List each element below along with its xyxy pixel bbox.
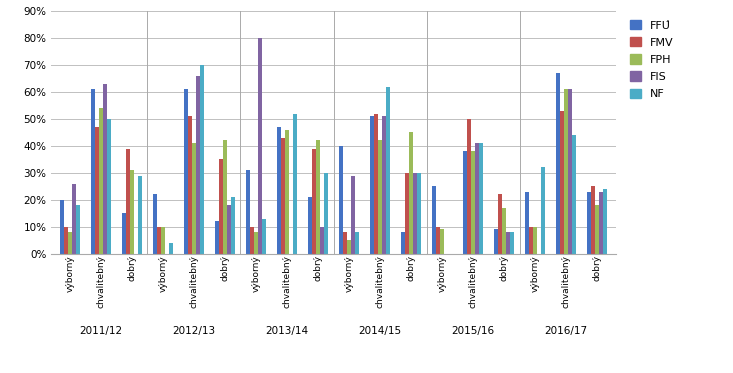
Bar	[250, 227, 254, 254]
Bar	[246, 170, 250, 254]
Bar	[219, 159, 223, 254]
Bar	[64, 227, 68, 254]
Bar	[494, 229, 498, 254]
Bar	[161, 227, 165, 254]
Text: 2014/15: 2014/15	[358, 326, 402, 336]
Bar	[157, 227, 161, 254]
Bar	[262, 219, 266, 254]
Bar	[541, 167, 545, 254]
Bar	[595, 205, 599, 254]
Bar	[572, 135, 576, 254]
Bar	[227, 205, 231, 254]
Text: 2016/17: 2016/17	[545, 326, 588, 336]
Bar	[471, 151, 475, 254]
Bar	[355, 232, 359, 254]
Bar	[510, 232, 514, 254]
Bar	[312, 148, 316, 254]
Bar	[498, 194, 502, 254]
Text: 2012/13: 2012/13	[172, 326, 216, 336]
Bar	[153, 194, 157, 254]
Bar	[436, 227, 440, 254]
Bar	[68, 232, 72, 254]
Bar	[339, 146, 343, 254]
Bar	[138, 176, 142, 254]
Bar	[587, 192, 591, 254]
Bar	[591, 186, 595, 254]
Bar	[479, 143, 483, 254]
Bar	[103, 84, 107, 254]
Bar	[347, 240, 351, 254]
Bar	[370, 116, 374, 254]
Bar	[130, 170, 134, 254]
Bar	[463, 151, 467, 254]
Bar	[529, 227, 533, 254]
Bar	[568, 89, 572, 254]
Bar	[324, 173, 328, 254]
Bar	[320, 227, 324, 254]
Bar	[401, 232, 405, 254]
Bar	[560, 111, 564, 254]
Bar	[254, 232, 258, 254]
Bar	[603, 189, 607, 254]
Bar	[192, 143, 196, 254]
Bar	[126, 148, 130, 254]
Bar	[386, 87, 390, 254]
Bar	[378, 141, 382, 254]
Bar	[76, 205, 80, 254]
Bar	[285, 130, 289, 254]
Bar	[308, 197, 312, 254]
Legend: FFÚ, FMV, FPH, FIS, NF: FFÚ, FMV, FPH, FIS, NF	[627, 17, 677, 102]
Bar	[277, 127, 281, 254]
Bar	[231, 197, 235, 254]
Bar	[258, 38, 262, 254]
Bar	[351, 176, 355, 254]
Bar	[405, 173, 409, 254]
Bar	[343, 232, 347, 254]
Bar	[413, 173, 417, 254]
Bar	[293, 113, 297, 254]
Bar	[200, 65, 204, 254]
Bar	[223, 141, 227, 254]
Bar	[556, 73, 560, 254]
Bar	[72, 184, 76, 254]
Bar	[196, 76, 200, 254]
Bar	[107, 119, 111, 254]
Bar	[564, 89, 568, 254]
Bar	[475, 143, 479, 254]
Bar	[417, 173, 421, 254]
Bar	[184, 89, 188, 254]
Bar	[188, 116, 192, 254]
Bar	[316, 141, 320, 254]
Bar	[533, 227, 537, 254]
Bar	[215, 221, 219, 254]
Bar	[525, 192, 529, 254]
Bar	[99, 108, 103, 254]
Bar	[122, 213, 126, 254]
Bar	[382, 116, 386, 254]
Text: 2015/16: 2015/16	[452, 326, 495, 336]
Bar	[599, 192, 603, 254]
Bar	[281, 138, 285, 254]
Bar	[440, 229, 444, 254]
Text: 2013/14: 2013/14	[265, 326, 309, 336]
Bar	[502, 208, 506, 254]
Bar	[91, 89, 95, 254]
Text: 2011/12: 2011/12	[79, 326, 122, 336]
Bar	[432, 186, 436, 254]
Bar	[409, 132, 413, 254]
Bar	[169, 243, 173, 254]
Bar	[467, 119, 471, 254]
Bar	[95, 127, 99, 254]
Bar	[506, 232, 510, 254]
Bar	[374, 113, 378, 254]
Bar	[60, 200, 64, 254]
